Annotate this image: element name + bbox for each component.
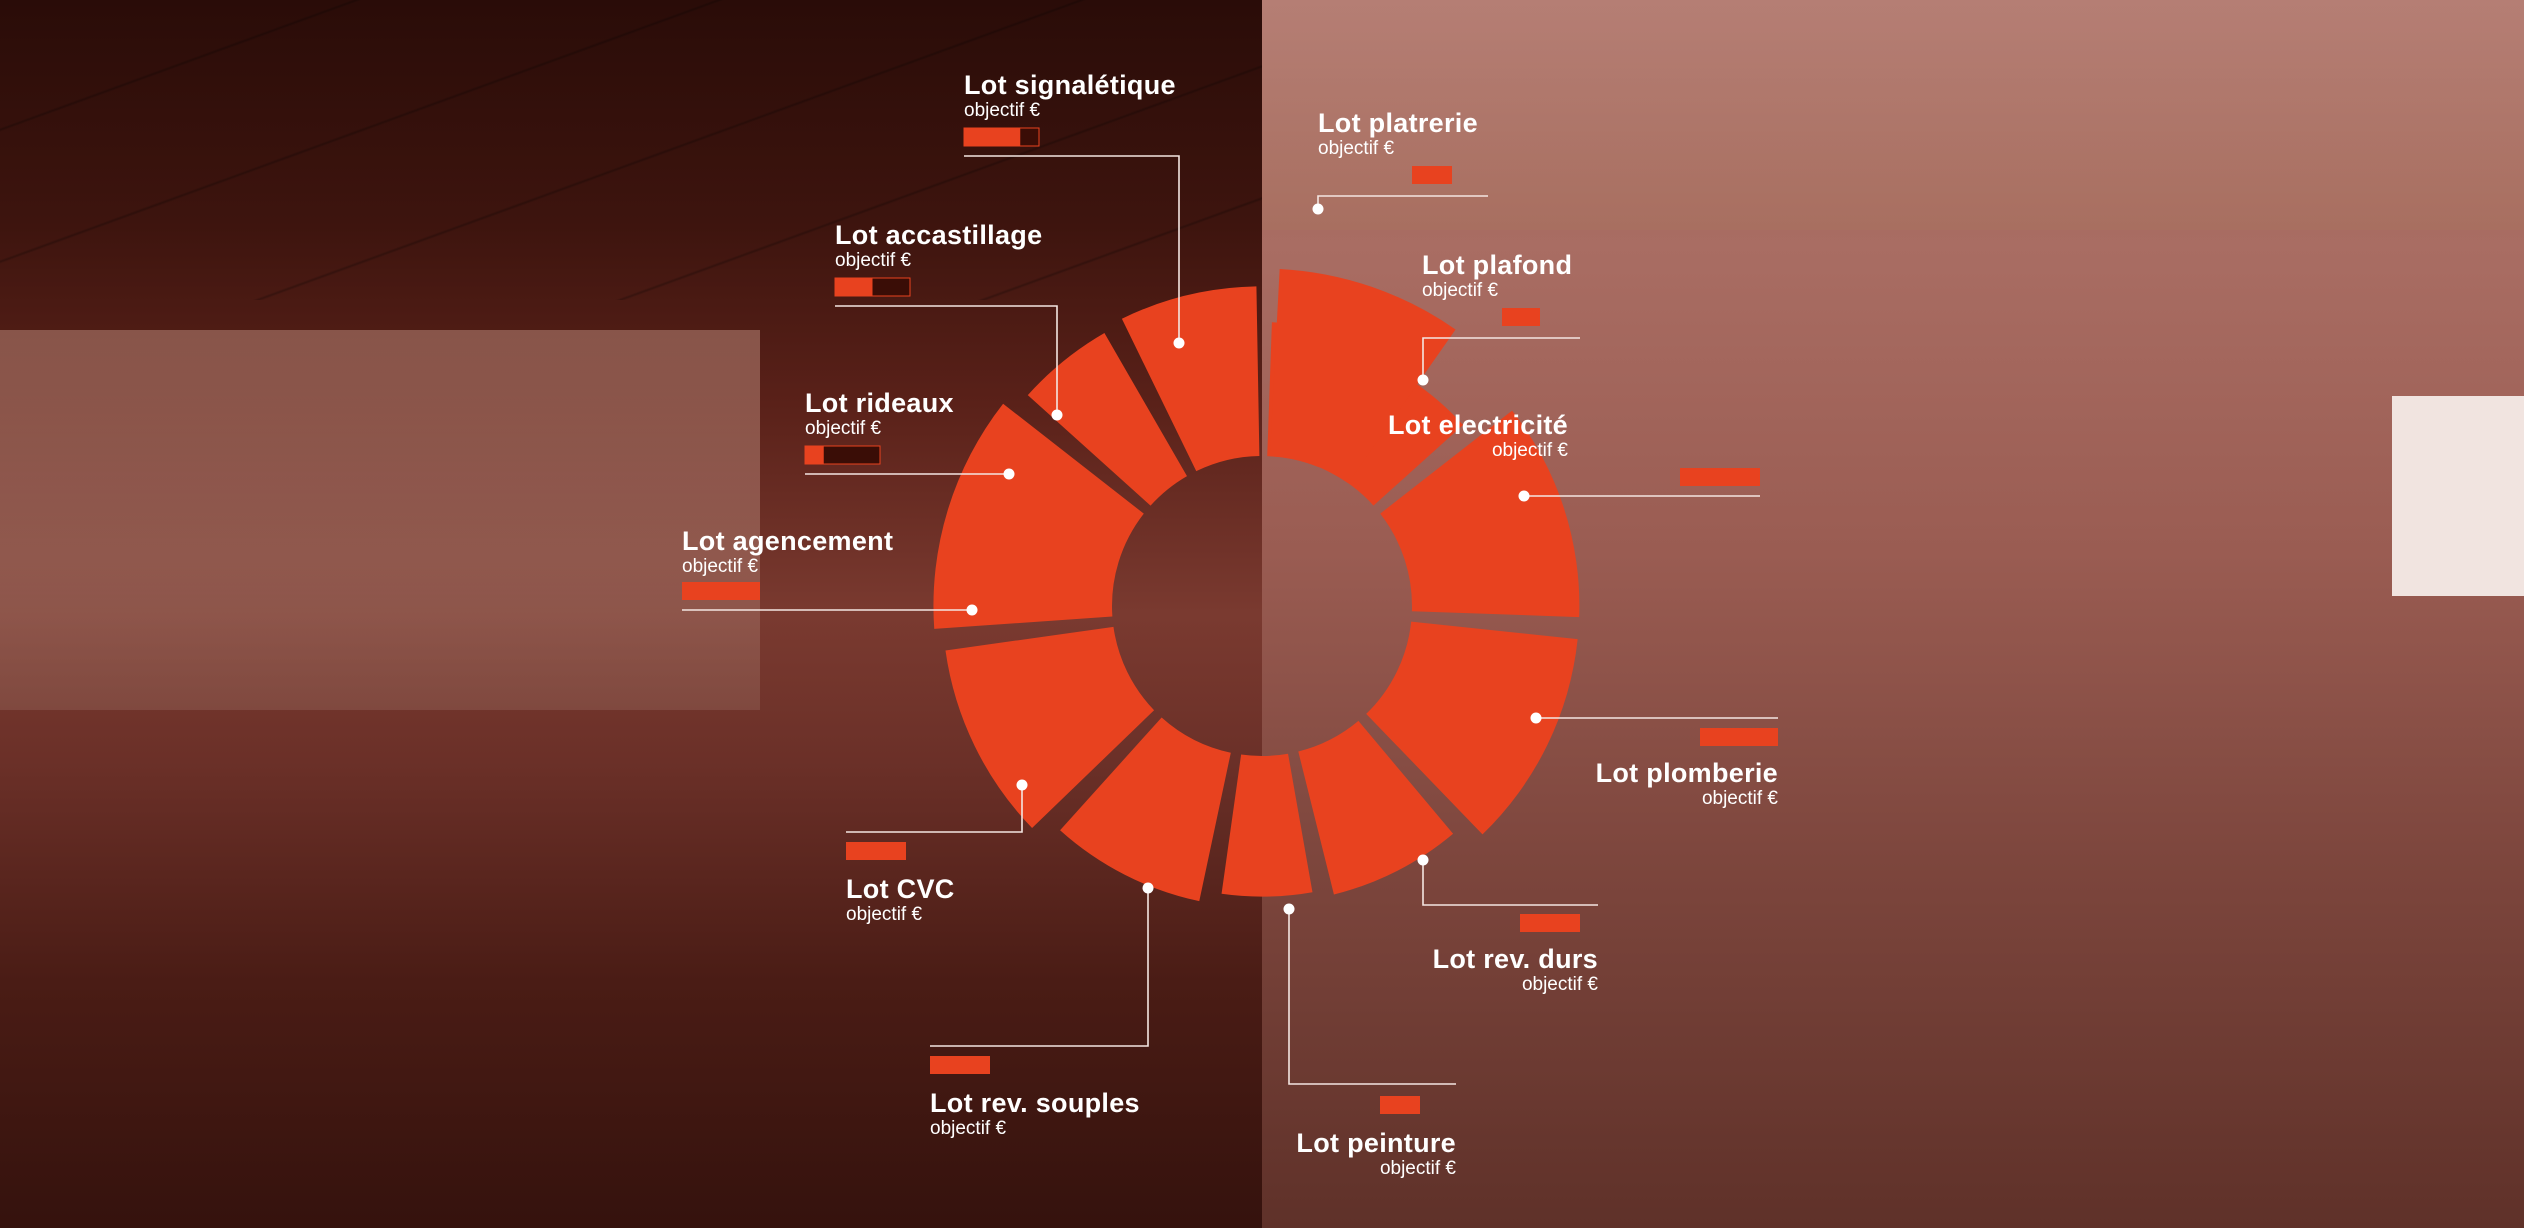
leader-line bbox=[846, 785, 1023, 833]
ring-segment bbox=[933, 403, 1144, 629]
leader-line bbox=[1422, 860, 1598, 906]
leader-line bbox=[835, 305, 1058, 415]
label-subtitle: objectif € bbox=[1422, 280, 1499, 301]
objective-bar bbox=[1700, 728, 1778, 746]
ring-segment bbox=[1366, 621, 1578, 835]
objective-bar bbox=[930, 1056, 990, 1074]
ring-segment bbox=[945, 626, 1155, 829]
objective-bar bbox=[846, 842, 906, 860]
ring-segments bbox=[933, 268, 1580, 902]
label-title: Lot CVC bbox=[846, 874, 955, 904]
objective-bar bbox=[805, 446, 824, 464]
label-cvc: Lot CVC objectif € bbox=[846, 874, 955, 926]
label-subtitle: objectif € bbox=[682, 556, 759, 577]
leader-dot bbox=[1283, 903, 1295, 915]
label-title: Lot peinture bbox=[1296, 1128, 1456, 1158]
label-subtitle: objectif € bbox=[1318, 138, 1395, 159]
label-subtitle: objectif € bbox=[1701, 788, 1778, 809]
ring-segment bbox=[1269, 268, 1456, 484]
label-rev-durs: Lot rev. durs objectif € bbox=[1433, 944, 1598, 996]
leader-dot bbox=[1003, 468, 1015, 480]
label-plafond: Lot plafond objectif € bbox=[1422, 250, 1572, 302]
ring-segment bbox=[1298, 720, 1454, 895]
objective-bar bbox=[1520, 914, 1580, 932]
leader-line bbox=[1288, 909, 1456, 1085]
ring-segment bbox=[1121, 286, 1260, 472]
label-title: Lot plomberie bbox=[1595, 758, 1778, 788]
objective-bar bbox=[1680, 468, 1760, 486]
label-electricite: Lot electricité objectif € bbox=[1388, 410, 1568, 462]
leader-line bbox=[930, 888, 1149, 1047]
leader-line bbox=[1317, 195, 1488, 209]
meeting-room-photo-right bbox=[1262, 0, 2524, 1228]
leader-dot bbox=[1173, 337, 1185, 349]
ring-segment bbox=[1327, 362, 1464, 506]
label-title: Lot plafond bbox=[1422, 250, 1573, 280]
objective-bar bbox=[682, 582, 760, 600]
label-rideaux: Lot rideaux objectif € bbox=[805, 388, 954, 440]
leader-line bbox=[1422, 337, 1580, 380]
leader-dot bbox=[1312, 203, 1324, 215]
ring-segment bbox=[1027, 333, 1187, 506]
leader-dot bbox=[966, 604, 978, 616]
leader-dot bbox=[1518, 490, 1530, 502]
label-platrerie: Lot platrerie objectif € bbox=[1318, 108, 1478, 160]
ring-segment bbox=[1060, 717, 1231, 902]
ring-segment bbox=[1221, 753, 1313, 897]
label-title: Lot platrerie bbox=[1318, 108, 1478, 138]
leader-line bbox=[964, 155, 1180, 343]
objective-bar bbox=[1380, 1096, 1420, 1114]
label-subtitle: objectif € bbox=[1379, 1158, 1456, 1179]
leader-dot bbox=[1417, 854, 1429, 866]
label-subtitle: objectif € bbox=[1521, 974, 1598, 995]
leader-lines bbox=[682, 155, 1778, 1085]
leader-dot bbox=[1417, 374, 1429, 386]
leader-dot bbox=[1530, 712, 1542, 724]
label-subtitle: objectif € bbox=[964, 100, 1041, 121]
label-subtitle: objectif € bbox=[805, 418, 882, 439]
label-title: Lot accastillage bbox=[835, 220, 1043, 250]
leader-dot bbox=[1016, 779, 1028, 791]
label-plomberie: Lot plomberie objectif € bbox=[1596, 758, 1778, 810]
objective-bar bbox=[1502, 308, 1540, 326]
label-subtitle: objectif € bbox=[1491, 440, 1568, 461]
label-subtitle: objectif € bbox=[835, 250, 912, 271]
leader-dot bbox=[1142, 882, 1154, 894]
objective-bar bbox=[1412, 166, 1452, 184]
label-rev-souples: Lot rev. souples objectif € bbox=[930, 1088, 1140, 1140]
label-subtitle: objectif € bbox=[846, 904, 923, 925]
label-title: Lot rideaux bbox=[805, 388, 954, 418]
label-title: Lot rev. durs bbox=[1432, 944, 1598, 974]
label-signaletique: Lot signalétique objectif € bbox=[964, 70, 1176, 122]
leader-dot bbox=[1051, 409, 1063, 421]
label-peinture: Lot peinture objectif € bbox=[1296, 1128, 1456, 1180]
objective-bar bbox=[835, 278, 873, 296]
label-agencement: Lot agencement objectif € bbox=[682, 526, 893, 578]
objective-bar bbox=[964, 128, 1021, 146]
label-title: Lot signalétique bbox=[964, 70, 1176, 100]
label-subtitle: objectif € bbox=[930, 1118, 1007, 1139]
label-title: Lot electricité bbox=[1387, 410, 1568, 440]
ring-segment bbox=[1380, 410, 1580, 618]
label-title: Lot agencement bbox=[682, 526, 894, 556]
label-accastillage: Lot accastillage objectif € bbox=[835, 220, 1042, 272]
objective-bars bbox=[682, 127, 1778, 1114]
label-title: Lot rev. souples bbox=[930, 1088, 1140, 1118]
